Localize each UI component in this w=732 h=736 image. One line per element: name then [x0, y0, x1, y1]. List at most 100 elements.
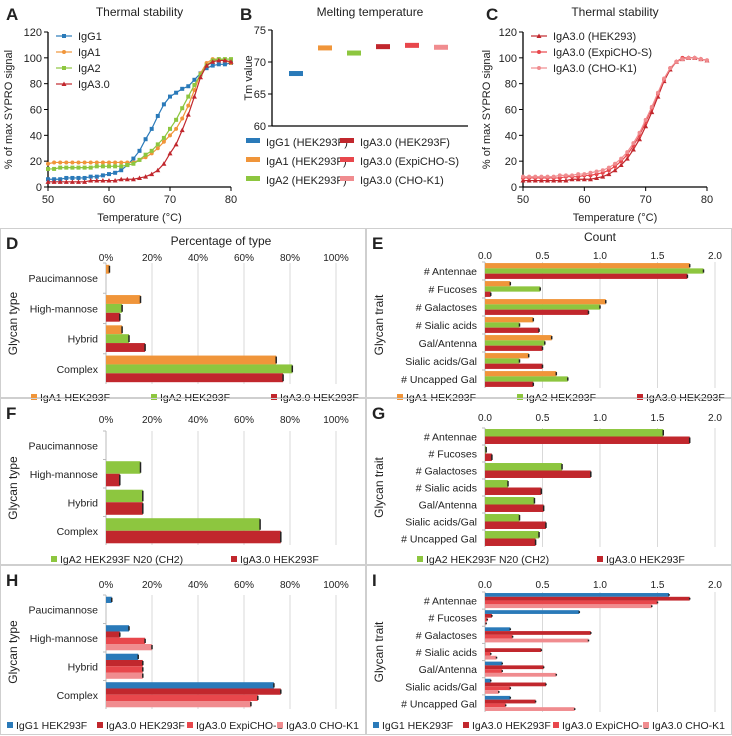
- data-point: [168, 133, 172, 138]
- data-point: [100, 160, 105, 165]
- data-point: [94, 164, 99, 169]
- data-point: [113, 170, 118, 175]
- data-point: [155, 167, 161, 173]
- chart-svg: F 0% 20% 40% 60% 80% 100% Paucimannose High-mann…: [6, 404, 349, 566]
- bar: [485, 661, 503, 666]
- bar: [485, 268, 704, 274]
- y-axis-label: Glycan type: [6, 291, 20, 355]
- y-tick-label: 75: [254, 25, 266, 37]
- category-label: # Fucoses: [429, 284, 477, 296]
- legend-label: IgA3.0 HEK293F: [106, 720, 185, 732]
- legend-label: IgA3.0 (CHO-K1): [553, 63, 637, 75]
- bar: [106, 688, 281, 695]
- category-label: # Antennae: [424, 266, 477, 278]
- bar: [106, 373, 284, 383]
- x-tick-label: 80: [225, 194, 237, 206]
- x-tick-label: 1.5: [651, 413, 665, 424]
- data-point: [606, 171, 612, 177]
- bar: [485, 487, 542, 495]
- data-point: [155, 142, 160, 147]
- x-tick-label: 20%: [142, 253, 162, 264]
- bar: [485, 309, 589, 315]
- data-point: [137, 148, 142, 153]
- data-point: [113, 164, 118, 169]
- bar: [485, 596, 690, 601]
- bar: [106, 303, 123, 313]
- data-point: [533, 174, 538, 179]
- y-tick-label: 0: [36, 182, 42, 194]
- data-point: [52, 166, 57, 171]
- bar: [485, 463, 563, 471]
- category-label: Sialic acids/Gal: [405, 356, 477, 368]
- chart-svg: B Melting temperature 60 65 70 75 Tm value IgG1…: [240, 5, 468, 187]
- legend-swatch: [51, 556, 57, 562]
- data-point: [186, 94, 191, 99]
- data-point: [130, 176, 136, 182]
- legend-swatch: [597, 556, 603, 562]
- data-point: [118, 176, 124, 182]
- data-point: [668, 66, 673, 71]
- data-point: [137, 157, 142, 162]
- bar: [485, 480, 508, 488]
- legend-label: IgA3.0 CHO-K1: [286, 720, 359, 732]
- bar: [485, 353, 529, 359]
- legend-swatch: [151, 394, 157, 400]
- bar: [485, 304, 600, 310]
- category-label: # Uncapped Gal: [401, 698, 477, 710]
- x-tick-label: 80%: [280, 415, 300, 426]
- data-point: [174, 126, 179, 131]
- data-point: [576, 172, 581, 177]
- data-point: [686, 55, 691, 60]
- y-tick-label: 100: [499, 53, 517, 65]
- legend-label: IgA2 HEK293F N20 (CH2): [426, 554, 549, 566]
- bar: [485, 514, 520, 522]
- data-point: [228, 59, 234, 64]
- category-label: Paucimannose: [29, 440, 99, 452]
- y-tick-label: 120: [499, 27, 517, 39]
- data-point: [551, 174, 556, 179]
- legend-label: IgG1 HEK293F: [16, 720, 87, 732]
- x-tick-label: 100%: [323, 253, 349, 264]
- data-point: [557, 173, 562, 178]
- bar: [485, 648, 542, 652]
- data-point: [107, 172, 111, 177]
- data-point: [680, 57, 685, 62]
- x-tick-label: 0.0: [478, 251, 492, 262]
- chart-svg: C Thermal stability 0 20 40 60 80 100 120 50 60 70 8…: [481, 5, 713, 224]
- chart-svg: I 0.0 0.5 1.0 1.5 2.0 # Antennae # Fucoses # Gal…: [372, 571, 725, 732]
- legend-swatch: [340, 157, 354, 162]
- category-label: # Sialic acids: [416, 320, 477, 332]
- data-point: [107, 160, 111, 165]
- legend-label: IgA3.0 (ExpiCHO-S): [360, 156, 459, 168]
- bar: [485, 291, 491, 297]
- category-label: High-mannose: [30, 469, 98, 481]
- panel-letter: I: [372, 571, 377, 590]
- data-point: [198, 72, 203, 77]
- data-point: [198, 74, 203, 80]
- x-tick-label: 0%: [99, 580, 114, 591]
- data-point: [662, 76, 667, 81]
- y-axis-label: Glycan trait: [372, 456, 386, 517]
- bar: [106, 596, 112, 603]
- legend-marker: [537, 50, 541, 54]
- data-point: [58, 165, 63, 170]
- bar: [106, 694, 258, 702]
- legend-label: IgA3.0 (CHO-K1): [360, 175, 444, 187]
- bar: [106, 264, 110, 274]
- data-point: [210, 59, 216, 64]
- x-tick-label: 20%: [142, 580, 162, 591]
- y-tick-label: 20: [30, 156, 42, 168]
- x-axis-label: Temperature (°C): [97, 212, 181, 224]
- data-point: [613, 161, 617, 166]
- bar: [485, 281, 511, 287]
- bar: [485, 682, 546, 687]
- data-point: [587, 176, 593, 182]
- bar: [485, 678, 491, 683]
- category-label: Sialic acids/Gal: [405, 517, 477, 529]
- bar: [106, 530, 281, 544]
- bar: [485, 371, 557, 377]
- data-point: [698, 57, 703, 62]
- panel-a-thermal-stability: A Thermal stability 0 20 40 60 80 100 120 50 60 70 8…: [0, 0, 240, 226]
- data-point: [119, 168, 124, 173]
- category-label: Complex: [57, 690, 99, 702]
